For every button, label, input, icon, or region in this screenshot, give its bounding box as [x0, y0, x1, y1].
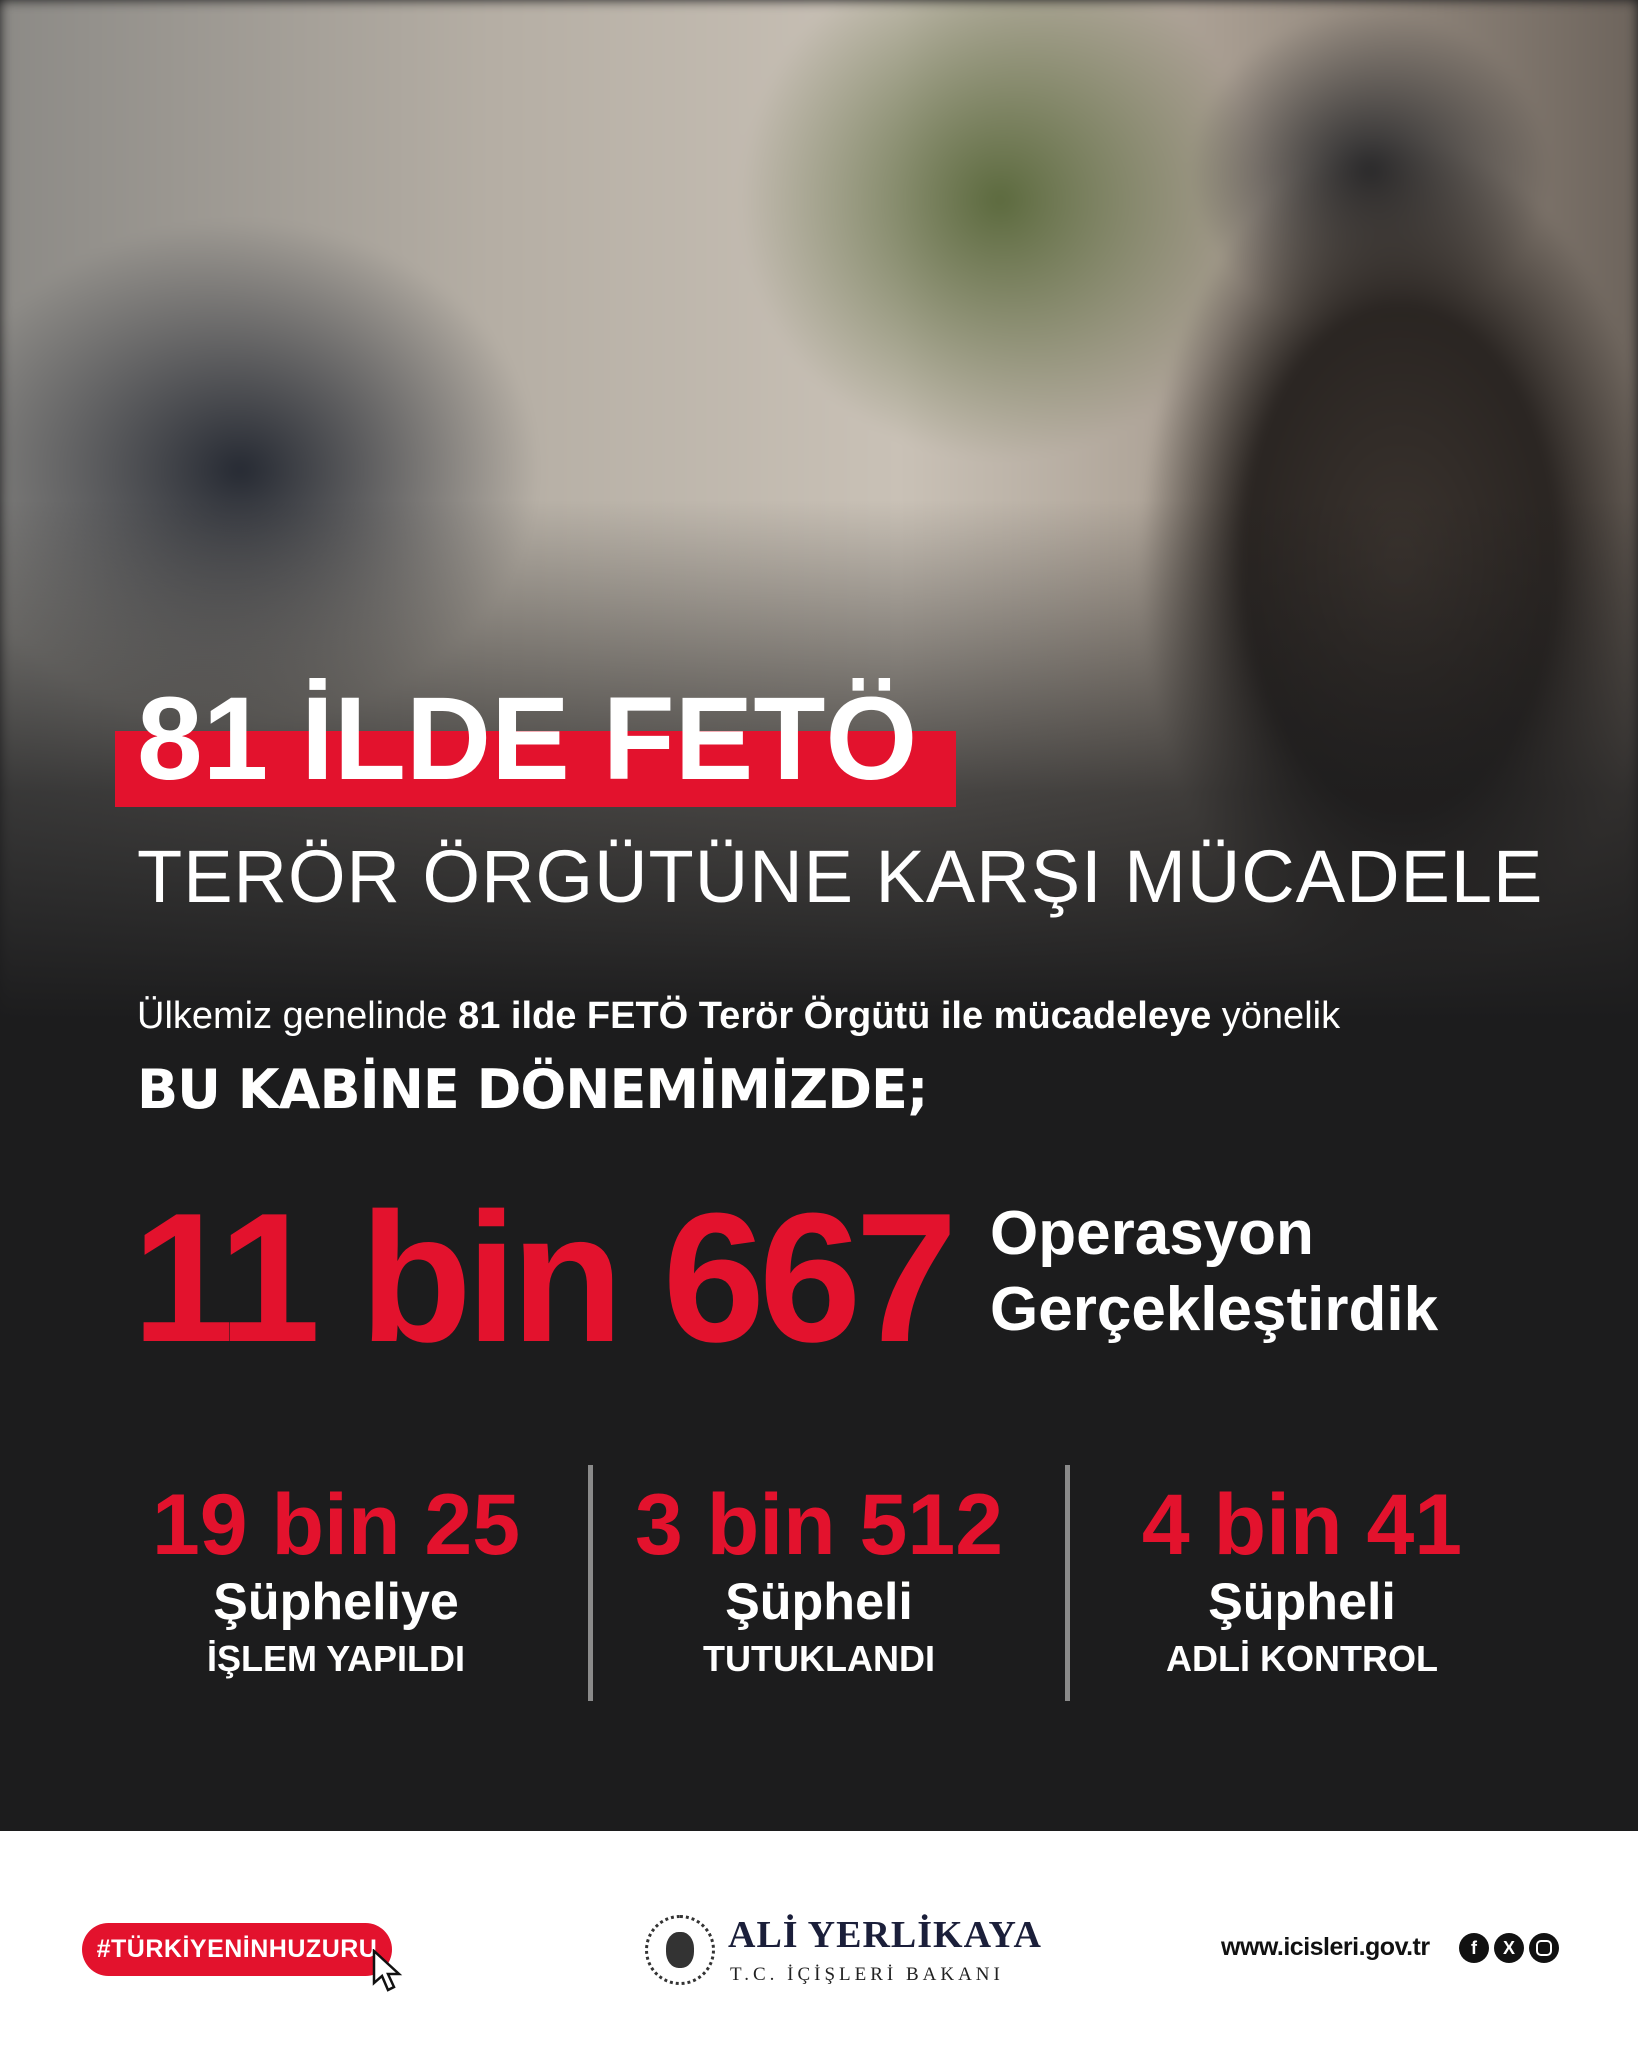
intro-pre: Ülkemiz genelinde [137, 995, 459, 1037]
operations-label-line1: Operasyon [990, 1199, 1314, 1268]
stat-arrested: 3 bin 512 Şüpheli TUTUKLANDI [589, 1482, 1049, 1680]
stat-judicial-control: 4 bin 41 Şüpheli ADLİ KONTROL [1072, 1482, 1532, 1680]
stat-sub: TUTUKLANDI [703, 1638, 935, 1680]
hashtag-button[interactable]: #TÜRKİYENİNHUZURU [82, 1923, 392, 1976]
intro-post: yönelik [1211, 995, 1341, 1037]
title-highlight-bar [115, 731, 956, 807]
divider [588, 1465, 593, 1701]
page-title: 81 İLDE FETÖ [137, 673, 918, 805]
stat-value: 3 bin 512 [634, 1477, 1004, 1573]
ministry-emblem-icon [645, 1915, 715, 1985]
stat-label: Şüpheli [1208, 1573, 1396, 1631]
intro-text: Ülkemiz genelinde 81 ilde FETÖ Terör Örg… [137, 994, 1340, 1040]
intro-bold: 81 ilde FETÖ Terör Örgütü ile mücadeleye [458, 995, 1212, 1037]
cabinet-heading: BU KABİNE DÖNEMİMİZDE; [137, 1058, 929, 1121]
background-fade [0, 500, 1638, 1150]
operations-label-line2: Gerçekleştirdik [990, 1275, 1439, 1344]
page-subtitle: TERÖR ÖRGÜTÜNE KARŞI MÜCADELE [137, 835, 1544, 918]
stat-label: Şüpheli [725, 1573, 913, 1631]
website-link[interactable]: www.icisleri.gov.tr [1221, 1933, 1430, 1961]
stat-sub: ADLİ KONTROL [1166, 1638, 1438, 1680]
facebook-icon[interactable]: f [1459, 1933, 1489, 1963]
minister-title: T.C. İÇİŞLERİ BAKANI [730, 1964, 1004, 1985]
operations-count: 11 bin 667 [132, 1174, 958, 1380]
footer: #TÜRKİYENİNHUZURU ALİ YERLİKAYA T.C. İÇİ… [0, 1831, 1638, 2048]
stat-value: 4 bin 41 [1141, 1477, 1463, 1573]
stat-label: Şüpheliye [213, 1573, 459, 1631]
instagram-icon[interactable] [1529, 1933, 1559, 1963]
cursor-icon [372, 1949, 403, 1992]
stat-sub: İŞLEM YAPILDI [206, 1638, 466, 1680]
minister-name: ALİ YERLİKAYA [728, 1914, 1042, 1956]
operations-label: Operasyon Gerçekleştirdik [990, 1196, 1438, 1348]
divider [1065, 1465, 1070, 1701]
x-icon[interactable]: X [1494, 1933, 1524, 1963]
stat-value: 19 bin 25 [151, 1477, 521, 1573]
stat-processed: 19 bin 25 Şüpheliye İŞLEM YAPILDI [106, 1482, 566, 1680]
